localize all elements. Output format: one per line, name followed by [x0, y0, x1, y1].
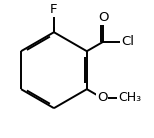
Text: F: F — [50, 3, 58, 16]
Text: CH₃: CH₃ — [118, 91, 142, 104]
Text: Cl: Cl — [121, 35, 134, 48]
Text: O: O — [98, 11, 109, 24]
Text: O: O — [97, 91, 107, 104]
